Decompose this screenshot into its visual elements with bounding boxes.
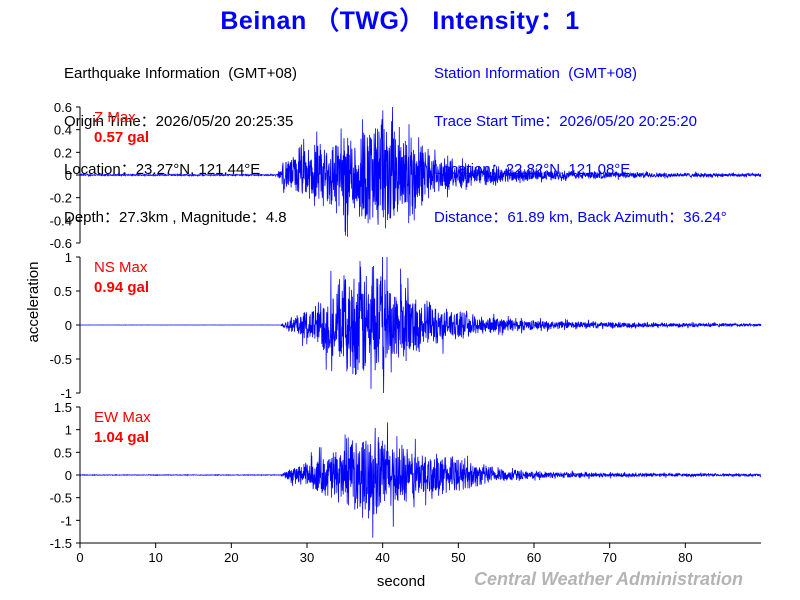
trace-z — [79, 106, 762, 237]
y-tick-label: -1 — [60, 513, 72, 528]
y-tick-label: 0 — [65, 468, 72, 483]
max-value: 0.94 gal — [94, 279, 149, 296]
depth-magnitude: Depth：27.3km , Magnitude：4.8 — [64, 209, 287, 226]
x-tick-label: 50 — [451, 550, 465, 565]
station-info-heading: Station Information (GMT+08) — [434, 65, 637, 82]
max-label: EW Max — [94, 409, 151, 426]
y-axis-label: acceleration — [25, 262, 42, 343]
trace-start-time: Trace Start Time：2026/05/20 20:25:20 — [434, 113, 697, 130]
x-tick-label: 70 — [602, 550, 616, 565]
trace-ew — [80, 422, 762, 538]
max-value: 0.57 gal — [94, 129, 149, 146]
y-tick-label: 0.2 — [54, 145, 72, 160]
y-tick-label: 0 — [65, 318, 72, 333]
x-tick-label: 60 — [527, 550, 541, 565]
y-tick-label: 0 — [65, 168, 72, 183]
panel-z: -0.6 -0.4 -0.2 0 0.2 0.4 0.6 Z Max 0.57 gal — [50, 100, 762, 251]
y-tick-label: 0.6 — [54, 100, 72, 115]
y-tick-label: 0.5 — [54, 284, 72, 299]
x-axis-label: second — [377, 573, 425, 590]
x-tick-label: 10 — [148, 550, 162, 565]
chart-title: Beinan （TWG） Intensity：1 — [220, 7, 580, 35]
y-tick-label: 1 — [65, 423, 72, 438]
y-tick-label: -0.6 — [50, 236, 72, 251]
y-tick-label: -0.5 — [50, 352, 72, 367]
max-value: 1.04 gal — [94, 429, 149, 446]
earthquake-info-heading: Earthquake Information (GMT+08) — [64, 65, 298, 82]
y-tick-label: 1.5 — [54, 400, 72, 415]
distance-azimuth: Distance：61.89 km, Back Azimuth：36.24° — [434, 209, 727, 226]
agency-credit: Central Weather Administration — [474, 569, 744, 589]
trace-ns — [79, 256, 762, 394]
y-tick-label: 1 — [65, 250, 72, 265]
y-tick-label: -0.2 — [50, 191, 72, 206]
x-tick-label: 20 — [224, 550, 238, 565]
earthquake-info: Earthquake Information (GMT+08) Origin T… — [64, 34, 297, 242]
y-tick-label: -1.5 — [50, 536, 72, 551]
x-tick-label: 40 — [375, 550, 389, 565]
x-tick-label: 30 — [300, 550, 314, 565]
origin-time: Origin Time：2026/05/20 20:25:35 — [64, 113, 294, 130]
y-tick-label: 0.4 — [54, 123, 72, 138]
y-tick-label: -0.5 — [50, 491, 72, 506]
y-tick-label: -1 — [60, 386, 72, 401]
x-tick-label: 0 — [76, 550, 83, 565]
x-tick-label: 80 — [678, 550, 692, 565]
epicenter-location: Location：23.27°N, 121.44°E — [64, 161, 261, 178]
y-tick-label: 0.5 — [54, 445, 72, 460]
max-label: NS Max — [94, 259, 148, 276]
max-label: Z Max — [94, 109, 136, 126]
panel-ew: -1.5 -1 -0.5 0 0.5 1 1.5 EW Max 1.04 gal — [50, 400, 762, 551]
y-tick-label: -0.4 — [50, 213, 72, 228]
panel-ns: -1 -0.5 0 0.5 1 NS Max 0.94 gal — [50, 250, 762, 401]
